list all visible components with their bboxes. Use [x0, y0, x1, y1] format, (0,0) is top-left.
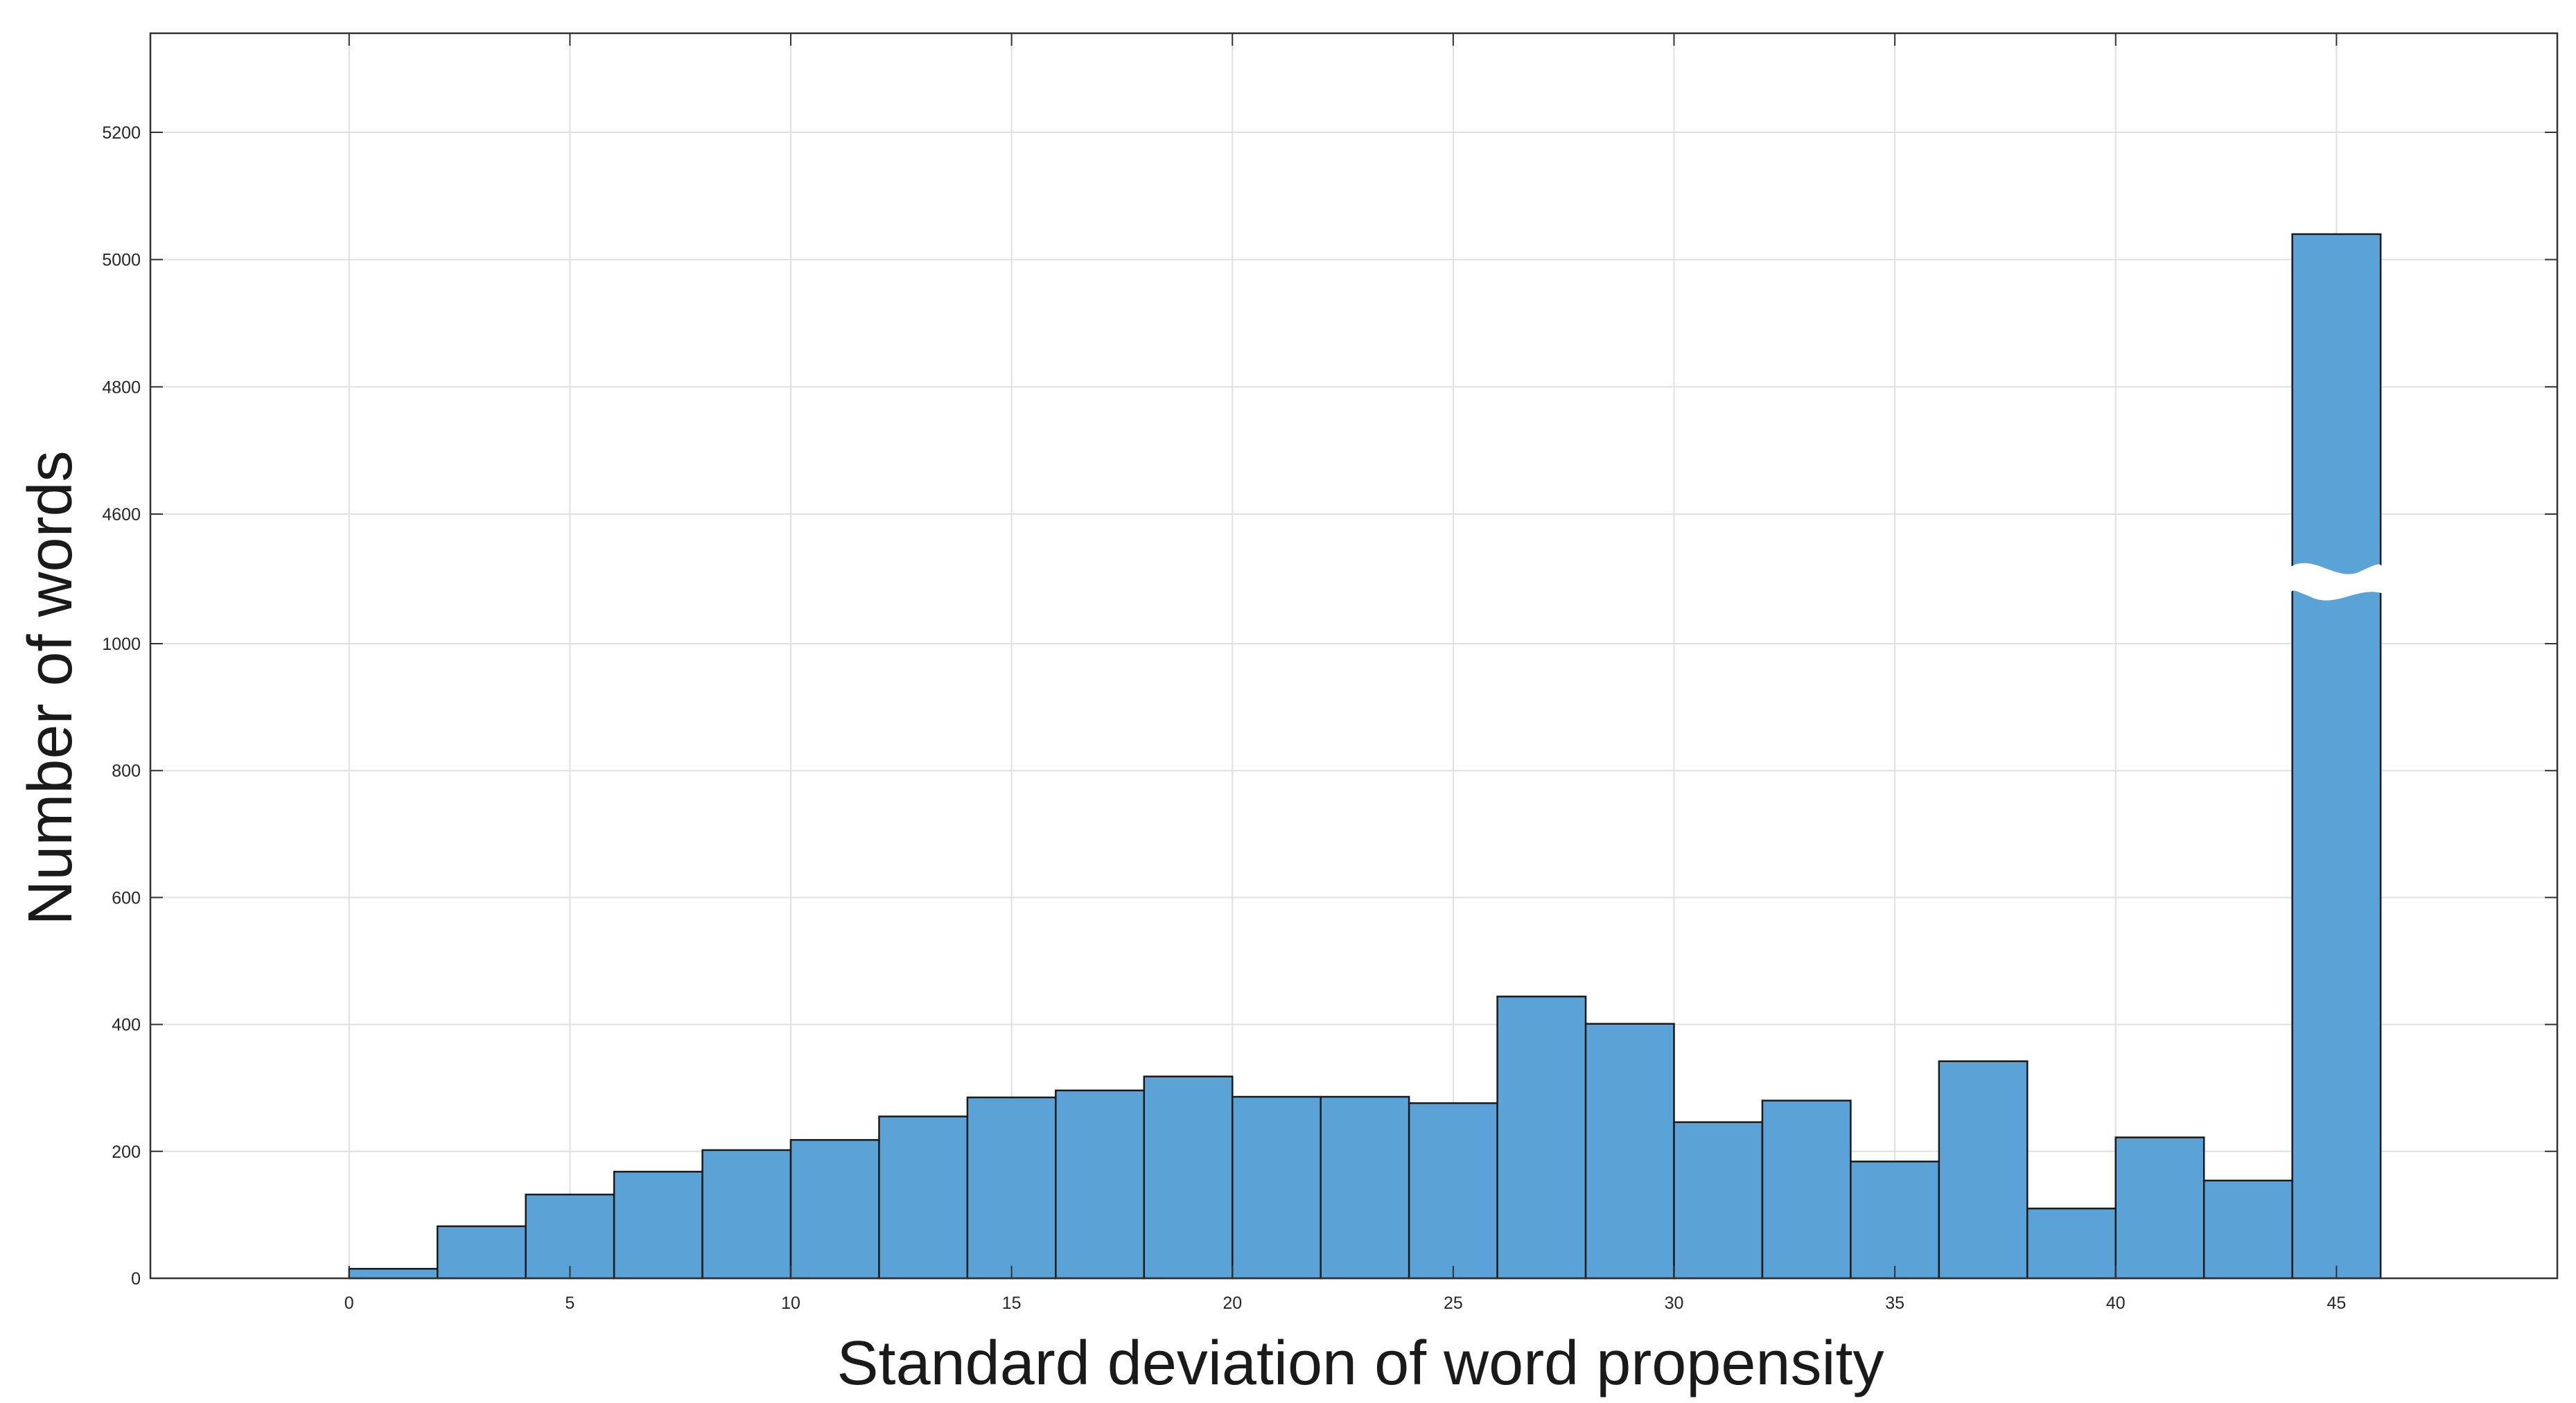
- x-tick-label: 20: [1223, 1294, 1242, 1313]
- histogram-bar: [1143, 1075, 1234, 1280]
- x-tick-label: 0: [344, 1294, 354, 1313]
- histogram-bar: [1673, 1121, 1764, 1280]
- y-tick-label: 5200: [102, 123, 141, 143]
- histogram-bar: [701, 1149, 792, 1280]
- x-tick-label: 40: [2106, 1294, 2126, 1313]
- y-tick-label: 4600: [102, 505, 141, 524]
- x-tick-label: 10: [781, 1294, 800, 1313]
- histogram-bar: [2291, 233, 2382, 1280]
- histogram-bar: [1320, 1095, 1410, 1280]
- x-tick-label: 30: [1665, 1294, 1684, 1313]
- x-axis-title: Standard deviation of word propensity: [837, 1329, 1884, 1398]
- plot-frame: [149, 32, 2559, 1280]
- histogram-bars: [348, 233, 2382, 1280]
- histogram-bar: [1232, 1095, 1322, 1280]
- histogram-bar: [1938, 1060, 2029, 1280]
- histogram-bar: [1055, 1089, 1146, 1280]
- histogram-bar: [1496, 996, 1587, 1280]
- histogram-bar: [2026, 1207, 2117, 1280]
- histogram-bar: [1408, 1102, 1498, 1280]
- y-tick-label: 800: [112, 761, 141, 781]
- y-tick-label: 400: [112, 1016, 141, 1035]
- axis-break-band: [2289, 563, 2384, 601]
- histogram-bar: [966, 1096, 1057, 1280]
- y-tick-label: 1000: [102, 635, 141, 654]
- y-tick-label: 0: [131, 1269, 141, 1289]
- x-tick-labels: 0 5 10 15 20 25 30 35 40 45: [344, 1294, 2346, 1313]
- histogram-bar: [436, 1225, 527, 1280]
- x-tick-label: 5: [565, 1294, 575, 1313]
- y-tick-label: 200: [112, 1142, 141, 1162]
- y-axis-title: Number of words: [16, 450, 85, 925]
- x-tick-label: 45: [2327, 1294, 2346, 1313]
- x-tick-label: 25: [1444, 1294, 1463, 1313]
- histogram-bar: [1850, 1161, 1940, 1280]
- tick-marks: [150, 33, 2557, 1279]
- axis-break-marker: [2289, 563, 2384, 601]
- y-tick-labels: 0 200 400 600 800 1000 4600 4800 5000 5200: [102, 123, 141, 1289]
- histogram-bar: [2202, 1179, 2293, 1280]
- histogram-bar: [1584, 1023, 1675, 1280]
- y-tick-label: 600: [112, 888, 141, 908]
- histogram-bar: [878, 1115, 969, 1280]
- histogram-bar: [348, 1268, 439, 1280]
- x-tick-label: 35: [1885, 1294, 1904, 1313]
- y-tick-label: 4800: [102, 378, 141, 397]
- y-tick-label: 5000: [102, 251, 141, 270]
- histogram-bar: [789, 1139, 880, 1280]
- histogram-bar: [1761, 1100, 1852, 1280]
- histogram-bar: [2114, 1136, 2205, 1280]
- x-tick-label: 15: [1002, 1294, 1022, 1313]
- histogram-bar: [525, 1193, 615, 1280]
- histogram-bar: [613, 1170, 703, 1280]
